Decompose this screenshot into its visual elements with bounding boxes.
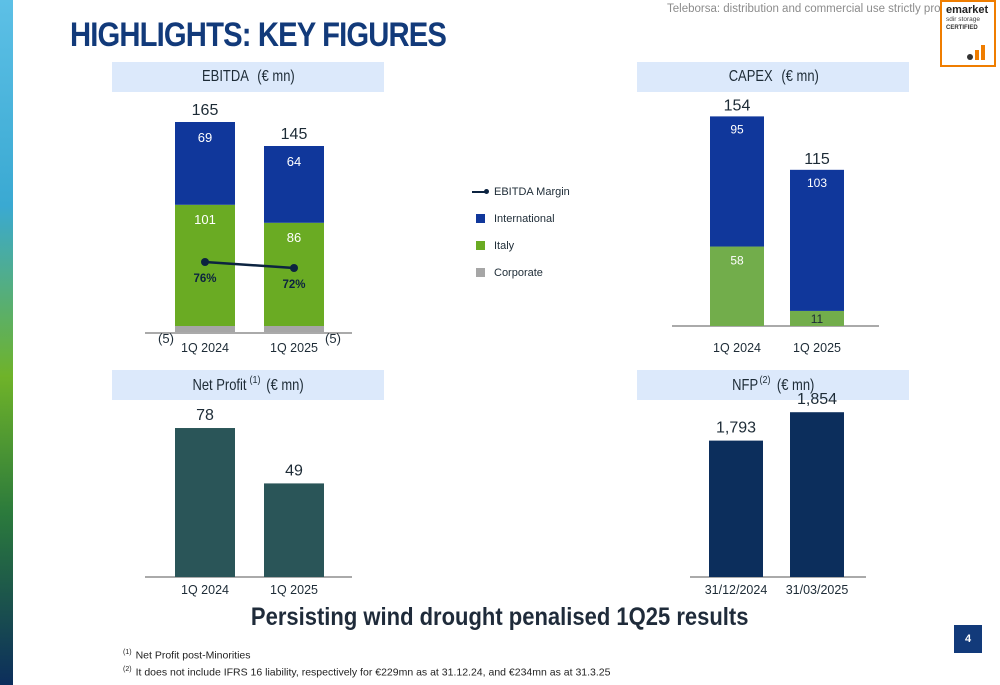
square-swatch-icon — [476, 268, 485, 277]
x-tick-label: 1Q 2025 — [793, 341, 841, 355]
ebitda-margin-line — [204, 260, 295, 270]
data-label-corporate: (5) — [325, 331, 341, 346]
signal-bars-icon — [967, 45, 985, 60]
x-tick-label: 31/12/2024 — [705, 583, 768, 597]
net-profit-footnote-mark: (1) — [249, 375, 261, 387]
legend-label: Italy — [494, 239, 515, 252]
footnote-2: (2) It does not include IFRS 16 liability… — [123, 663, 611, 680]
badge-line3: CERTIFIED — [946, 25, 978, 31]
bar-international — [710, 116, 764, 247]
tagline-text: Persisting wind drought penalised 1Q25 r… — [251, 603, 749, 631]
data-label-total: 145 — [281, 126, 308, 143]
badge-line1: emarket — [946, 4, 989, 16]
legend-item-international: International — [472, 205, 570, 232]
legend-item-ebitda-margin: EBITDA Margin — [472, 178, 570, 205]
net-profit-panel-header: Net Profit (1) (€ mn) — [112, 370, 384, 400]
legend-item-corporate: Corporate — [472, 259, 570, 286]
footnote-text: Net Profit post-Minorities — [135, 649, 251, 662]
nfp-footnote-mark: (2) — [759, 375, 771, 387]
ebitda-margin-point — [290, 264, 298, 272]
bar-nfp — [790, 412, 844, 577]
data-label-corporate: (5) — [158, 331, 174, 346]
footnotes: (1) Net Profit post-Minorities (2) It does… — [123, 646, 611, 679]
bar-corporate — [264, 326, 324, 332]
ebitda-margin-label: 76% — [193, 273, 216, 285]
legend-label: Corporate — [494, 266, 543, 279]
data-label-italy: 11 — [811, 312, 824, 326]
data-label-international: 103 — [807, 176, 827, 190]
data-label-total: 165 — [192, 102, 219, 119]
side-gradient-bar — [0, 0, 13, 685]
x-tick-label: 1Q 2025 — [270, 583, 318, 597]
bar-nfp — [709, 440, 763, 577]
x-tick-label: 1Q 2024 — [181, 341, 229, 355]
line-marker-icon — [472, 187, 489, 196]
ebitda-margin-label: 72% — [282, 279, 305, 291]
nfp-panel-header: NFP(2) (€ mn) — [637, 370, 909, 400]
data-label-international: 64 — [287, 154, 301, 169]
badge-line2: sdir storage — [946, 16, 980, 23]
bar-corporate — [175, 326, 235, 332]
capex-unit: (€ mn) — [780, 68, 819, 85]
square-swatch-icon — [476, 241, 485, 250]
footnote-1: (1) Net Profit post-Minorities — [123, 646, 611, 663]
capex-title: CAPEX — [728, 68, 773, 85]
bar-international — [790, 169, 844, 311]
nfp-title: NFP — [731, 376, 758, 394]
x-tick-label: 1Q 2024 — [181, 583, 229, 597]
bar-italy — [790, 310, 844, 326]
x-tick-label: 31/03/2025 — [786, 583, 849, 597]
bar-italy — [264, 222, 324, 326]
legend-item-italy: Italy — [472, 232, 570, 259]
data-label-italy: 101 — [194, 212, 216, 227]
legend-label: International — [494, 212, 555, 225]
bar-international — [175, 122, 235, 205]
data-label-total: 154 — [724, 97, 751, 114]
bar-net-profit — [264, 483, 324, 577]
data-label-value: 78 — [196, 407, 214, 424]
data-label-international: 95 — [730, 122, 744, 136]
ebitda-title: EBITDA — [201, 68, 249, 85]
bar-international — [264, 146, 324, 223]
nfp-unit: (€ mn) — [776, 376, 814, 394]
data-label-international: 69 — [198, 130, 212, 145]
data-label-value: 1,854 — [797, 391, 837, 408]
capex-panel-header: CAPEX (€ mn) — [637, 62, 909, 92]
ebitda-unit: (€ mn) — [257, 68, 295, 85]
page-number: 4 — [954, 625, 982, 653]
ebitda-panel-header: EBITDA (€ mn) — [112, 62, 384, 92]
net-profit-title: Net Profit — [192, 376, 247, 394]
page-title: HIGHLIGHTS: KEY FIGURES — [70, 16, 447, 54]
footnote-text: It does not include IFRS 16 liability, r… — [135, 666, 611, 678]
net-profit-unit: (€ mn) — [266, 376, 305, 394]
data-label-italy: 86 — [287, 230, 301, 245]
ebitda-margin-point — [201, 258, 209, 266]
footnote-mark: (2) — [123, 665, 132, 673]
footnote-mark: (1) — [123, 649, 132, 656]
x-tick-label: 1Q 2024 — [713, 341, 761, 355]
emarket-certified-logo: emarket sdir storage CERTIFIED — [940, 0, 996, 67]
data-label-value: 49 — [285, 462, 303, 479]
bar-italy — [710, 246, 764, 326]
bar-net-profit — [175, 428, 235, 577]
data-label-total: 115 — [804, 151, 830, 168]
data-label-value: 1,793 — [716, 420, 756, 437]
legend-label: EBITDA Margin — [494, 185, 570, 198]
x-tick-label: 1Q 2025 — [270, 341, 318, 355]
ebitda-legend: EBITDA Margin International Italy Corpor… — [472, 178, 570, 286]
distribution-notice: Teleborsa: distribution and commercial u… — [667, 3, 975, 15]
data-label-italy: 58 — [730, 254, 744, 268]
square-swatch-icon — [476, 214, 485, 223]
tagline: Persisting wind drought penalised 1Q25 r… — [0, 603, 1000, 632]
